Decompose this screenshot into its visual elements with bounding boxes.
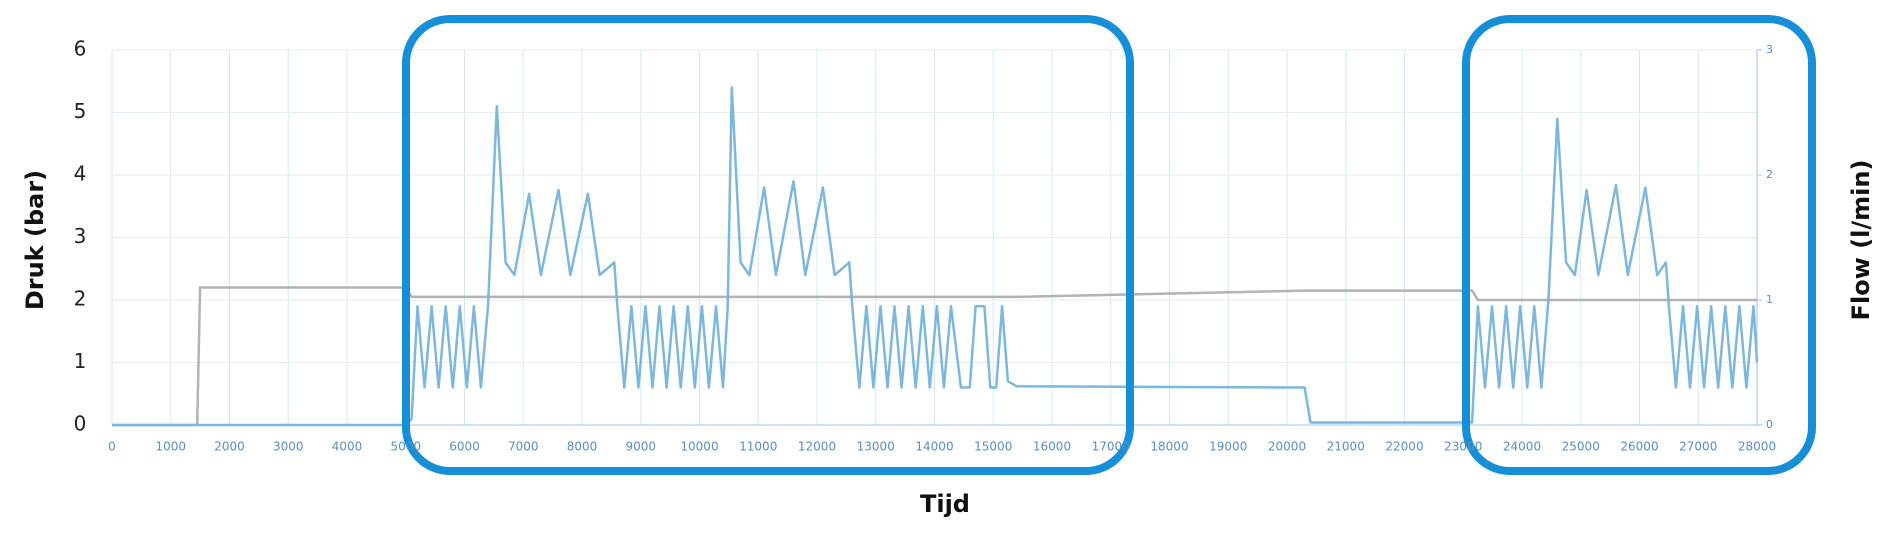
- x-tick-label: 10000: [680, 440, 718, 454]
- y-tick-label: 2: [74, 287, 87, 311]
- x-tick-label: 3000: [273, 440, 304, 454]
- x-tick-label: 2000: [214, 440, 245, 454]
- x-tick-label: 17000: [1092, 440, 1130, 454]
- lines: [112, 86, 1759, 427]
- y2-tick-label: 1: [1766, 293, 1773, 306]
- x-tick-label: 16000: [1033, 440, 1071, 454]
- x-tick-label: 7000: [508, 440, 539, 454]
- x-tick-label: 4000: [332, 440, 363, 454]
- series-line: [112, 286, 1757, 427]
- x-tick-label: 0: [108, 440, 116, 454]
- x-tick-label: 24000: [1503, 440, 1541, 454]
- x-tick-label: 11000: [739, 440, 777, 454]
- x-tick-label: 12000: [798, 440, 836, 454]
- x-tick-label: 6000: [449, 440, 480, 454]
- x-tick-label: 18000: [1150, 440, 1188, 454]
- x-tick-label: 25000: [1562, 440, 1600, 454]
- x-tick-label: 19000: [1209, 440, 1247, 454]
- x-tick-label: 15000: [974, 440, 1012, 454]
- y-tick-label: 0: [74, 412, 87, 436]
- x-tick-label: 20000: [1268, 440, 1306, 454]
- x-tick-label: 5000: [390, 440, 421, 454]
- x-tick-label: 9000: [625, 440, 656, 454]
- series-line: [112, 86, 1759, 427]
- y2-tick-label: 0: [1766, 418, 1773, 431]
- x-tick-label: 8000: [567, 440, 598, 454]
- x-tick-label: 27000: [1679, 440, 1717, 454]
- y2-tick-label: 2: [1766, 168, 1773, 181]
- highlight-box: [1462, 15, 1816, 475]
- x-tick-label: 26000: [1620, 440, 1658, 454]
- x-tick-label: 14000: [915, 440, 953, 454]
- x-tick-label: 21000: [1327, 440, 1365, 454]
- x-tick-label: 28000: [1738, 440, 1776, 454]
- y-tick-label: 4: [74, 162, 87, 186]
- x-tick-label: 22000: [1385, 440, 1423, 454]
- y-axis-title: Druk (bar): [21, 170, 49, 310]
- y-tick-label: 3: [74, 224, 87, 248]
- y-tick-label: 1: [74, 349, 87, 373]
- highlight-box: [402, 15, 1134, 475]
- y-tick-label: 6: [74, 37, 87, 61]
- x-axis-title: Tijd: [920, 490, 970, 518]
- x-tick-label: 13000: [857, 440, 895, 454]
- y2-axis-title: Flow (l/min): [1847, 160, 1875, 321]
- x-tick-label: 23000: [1444, 440, 1482, 454]
- y2-tick-label: 3: [1766, 43, 1773, 56]
- y-tick-label: 5: [74, 99, 87, 123]
- x-tick-label: 1000: [155, 440, 186, 454]
